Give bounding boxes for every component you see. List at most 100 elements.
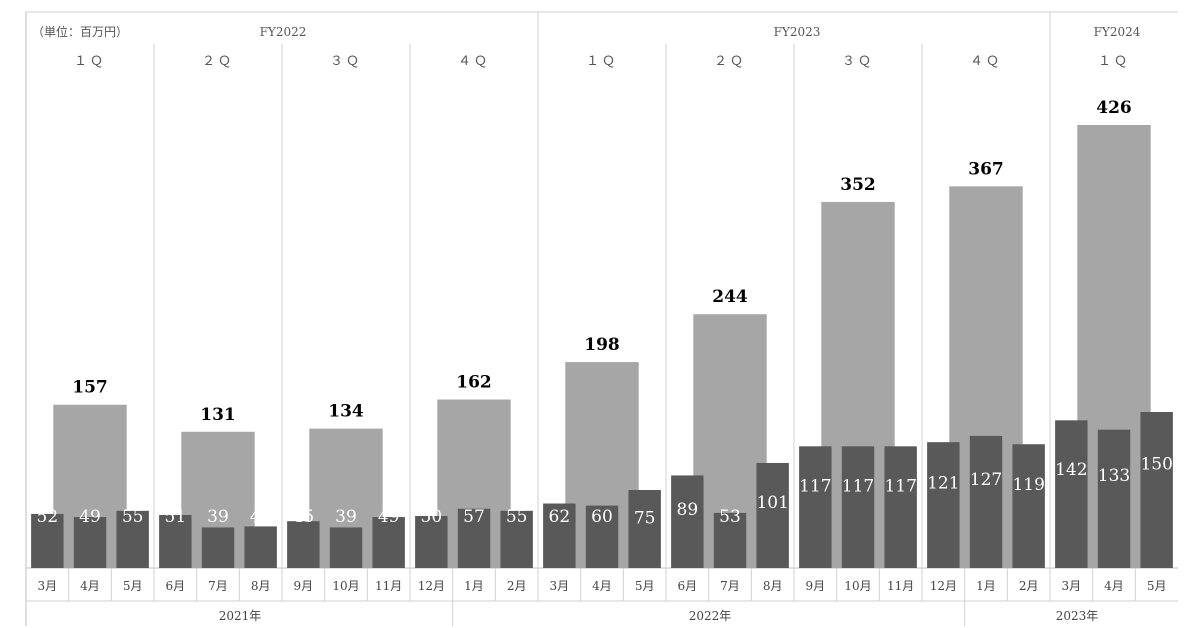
quarter-label: １Ｑ: [586, 54, 618, 69]
quarter-total-label: 367: [968, 159, 1004, 179]
month-value-label: 75: [634, 509, 656, 529]
month-label: 7月: [720, 579, 740, 593]
month-label: 12月: [930, 579, 957, 593]
month-label: 9月: [806, 579, 826, 593]
month-bar: [756, 462, 789, 568]
month-value-label: 60: [591, 507, 613, 527]
month-bar: [116, 510, 149, 568]
month-value-label: 127: [970, 470, 1002, 490]
month-label: 5月: [1147, 579, 1167, 593]
month-value-label: 57: [463, 507, 485, 527]
month-bar: [1012, 444, 1045, 568]
month-label: 10月: [332, 579, 359, 593]
month-bar: [969, 435, 1003, 568]
month-bar: [201, 527, 235, 568]
month-label: 4月: [80, 579, 100, 593]
month-value-label: 117: [799, 476, 831, 496]
month-bar: [1055, 420, 1088, 568]
quarter-label: ４Ｑ: [458, 54, 490, 69]
month-label: 11月: [375, 579, 402, 593]
quarter-total-label: 134: [328, 402, 364, 422]
quarter-label: ４Ｑ: [970, 54, 1002, 69]
month-value-label: 117: [884, 476, 916, 496]
month-bar: [372, 517, 405, 568]
month-value-label: 55: [122, 507, 144, 527]
month-label: 4月: [592, 579, 612, 593]
fiscal-year-label-fy2023: FY2023: [774, 25, 821, 39]
month-bar: [287, 521, 320, 568]
month-value-label: 52: [37, 507, 59, 527]
fiscal-year-label-fy2024: FY2024: [1094, 25, 1141, 39]
month-label: 4月: [1104, 579, 1124, 593]
month-label: 9月: [294, 579, 314, 593]
month-value-label: 39: [207, 507, 229, 527]
quarter-total-label: 162: [456, 373, 492, 393]
month-bar: [543, 503, 576, 568]
quarter-total-label: 244: [712, 287, 748, 307]
month-bar: [415, 516, 448, 568]
month-value-label: 55: [506, 507, 528, 527]
quarter-label: ２Ｑ: [202, 54, 234, 69]
month-bar: [329, 527, 363, 568]
month-label: 8月: [763, 579, 783, 593]
month-value-label: 39: [335, 507, 357, 527]
month-bar: [159, 514, 192, 568]
month-bar: [927, 442, 960, 568]
month-label: 2月: [1019, 579, 1039, 593]
month-bar: [244, 526, 277, 568]
quarter-label: １Ｑ: [1098, 54, 1130, 69]
month-bar: [628, 490, 661, 568]
month-value-label: 49: [378, 507, 400, 527]
monthly-bars: [31, 412, 1173, 568]
month-label: 11月: [887, 579, 914, 593]
month-bar: [713, 512, 747, 568]
quarter-label: ３Ｑ: [842, 54, 874, 69]
month-bar: [1097, 429, 1131, 568]
month-label: 8月: [251, 579, 271, 593]
month-label: 6月: [678, 579, 698, 593]
month-label: 12月: [418, 579, 445, 593]
month-bar: [31, 513, 64, 568]
month-bar: [73, 517, 107, 568]
month-bar: [671, 475, 704, 568]
month-label: 3月: [38, 579, 58, 593]
month-value-label: 89: [677, 500, 699, 520]
year-label-2022: 2022年: [689, 609, 732, 623]
quarter-total-label: 198: [584, 335, 620, 355]
month-label: 1月: [464, 579, 484, 593]
quarter-total-label: 131: [200, 405, 236, 425]
month-value-label: 117: [842, 476, 874, 496]
month-value-label: 53: [719, 507, 741, 527]
year-label-2021: 2021年: [219, 609, 262, 623]
month-label: 1月: [976, 579, 996, 593]
month-bar: [884, 446, 917, 568]
month-label: 3月: [1062, 579, 1082, 593]
month-value-label: 121: [927, 474, 959, 494]
quarter-label: ３Ｑ: [330, 54, 362, 69]
month-value-label: 49: [79, 507, 101, 527]
unit-label: （単位：百万円）: [32, 24, 128, 39]
month-label: 10月: [844, 579, 871, 593]
quarter-total-label: 352: [840, 175, 876, 195]
month-value-label: 150: [1140, 455, 1172, 475]
month-bar: [585, 505, 619, 568]
month-label: 3月: [550, 579, 570, 593]
month-bar: [500, 510, 533, 568]
quarter-label: ２Ｑ: [714, 54, 746, 69]
month-value-label: 142: [1055, 460, 1087, 480]
year-label-2023: 2023年: [1056, 609, 1099, 623]
month-label: 6月: [166, 579, 186, 593]
quarter-total-label: 157: [72, 378, 108, 398]
month-label: 5月: [123, 579, 143, 593]
quarter-total-label: 426: [1096, 98, 1132, 118]
month-value-label: 62: [549, 507, 571, 527]
month-value-label: 133: [1098, 466, 1130, 486]
month-label: 7月: [208, 579, 228, 593]
month-bar: [457, 508, 491, 568]
month-value-label: 101: [756, 493, 788, 513]
month-bar: [799, 446, 832, 568]
fiscal-year-label-fy2022: FY2022: [260, 25, 307, 39]
chart-labels: 157 １Ｑ 131 ２Ｑ 134 ３Ｑ 162 ４Ｑ 198 １Ｑ 244 ２Ｑ 352 ３Ｑ 367 ４Ｑ…: [37, 54, 1173, 593]
month-bar: [1140, 412, 1173, 568]
